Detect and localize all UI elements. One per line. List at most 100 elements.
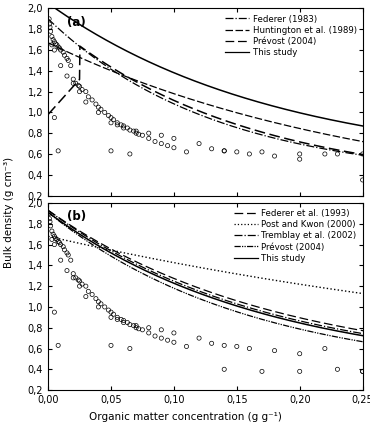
- Text: (a): (a): [67, 16, 86, 29]
- Point: [127, 345, 133, 352]
- Post and Kwon (2000): [232, 271, 237, 276]
- Point: [111, 311, 117, 318]
- Point: [360, 368, 366, 375]
- Prévost (2004): [78, 44, 82, 49]
- Point: [114, 120, 120, 126]
- Prévost (2004): [290, 137, 294, 142]
- Point: [108, 120, 114, 126]
- Prévost (2004): [250, 314, 255, 319]
- Point: [272, 153, 278, 159]
- Point: [121, 125, 127, 131]
- This study: [232, 92, 237, 98]
- Line: Federer (1983): Federer (1983): [48, 19, 369, 156]
- Federer (1983): [240, 127, 245, 132]
- Prévost (2004): [65, 90, 70, 95]
- Point: [127, 151, 133, 157]
- Point: [322, 151, 328, 157]
- Point: [102, 109, 108, 116]
- Huntington et al. (1989): [322, 131, 327, 137]
- Point: [152, 333, 158, 340]
- Point: [64, 267, 70, 274]
- Point: [131, 322, 137, 329]
- Point: [196, 140, 202, 147]
- Point: [246, 345, 252, 352]
- Point: [105, 112, 111, 119]
- Point: [133, 128, 139, 134]
- Federer (1983): [250, 130, 255, 135]
- Point: [108, 148, 114, 154]
- Point: [114, 314, 120, 321]
- This study: [65, 224, 70, 229]
- Prévost (2004): [65, 225, 70, 230]
- Point: [118, 316, 124, 323]
- Federer et al. (1993): [46, 208, 50, 213]
- Federer (1983): [46, 17, 50, 22]
- Federer (1983): [289, 139, 294, 145]
- Point: [158, 326, 164, 333]
- Point: [146, 324, 152, 331]
- Point: [68, 62, 74, 69]
- Point: [108, 342, 114, 349]
- Post and Kwon (2000): [65, 238, 70, 243]
- Point: [51, 309, 57, 315]
- Point: [133, 130, 139, 137]
- Point: [297, 151, 303, 157]
- Federer (1983): [367, 153, 370, 159]
- Line: Huntington et al. (1989): Huntington et al. (1989): [48, 43, 369, 143]
- Point: [51, 241, 57, 248]
- Point: [133, 322, 139, 329]
- Prévost (2004): [251, 127, 255, 132]
- Legend: Federer (1983), Huntington et al. (1989), Prévost (2004), This study: Federer (1983), Huntington et al. (1989)…: [223, 13, 358, 59]
- Point: [58, 47, 64, 53]
- This study: [240, 305, 245, 310]
- Point: [83, 99, 89, 106]
- Point: [184, 343, 189, 350]
- Point: [158, 335, 164, 341]
- Point: [77, 283, 83, 290]
- Point: [272, 347, 278, 354]
- Huntington et al. (1989): [46, 40, 50, 45]
- Point: [196, 335, 202, 341]
- Tremblay et al. (2002): [250, 306, 255, 311]
- Point: [136, 131, 142, 138]
- Point: [322, 345, 328, 352]
- Point: [55, 238, 61, 245]
- Point: [73, 80, 79, 86]
- Tremblay et al. (2002): [240, 303, 245, 308]
- Point: [54, 42, 60, 48]
- Federer et al. (1993): [65, 221, 70, 226]
- Point: [73, 274, 79, 281]
- Point: [60, 49, 66, 56]
- Point: [121, 317, 127, 324]
- This study: [46, 210, 50, 215]
- Line: Federer et al. (1993): Federer et al. (1993): [48, 210, 369, 332]
- This study: [289, 318, 294, 324]
- Point: [98, 301, 104, 307]
- Point: [89, 291, 95, 298]
- Point: [124, 319, 130, 326]
- Point: [49, 42, 55, 48]
- Point: [259, 148, 265, 155]
- Point: [136, 325, 142, 332]
- Point: [65, 57, 71, 64]
- Prévost (2004): [322, 332, 327, 337]
- Point: [64, 55, 70, 62]
- Point: [158, 132, 164, 139]
- Point: [70, 274, 76, 281]
- Point: [234, 343, 240, 350]
- Tremblay et al. (2002): [289, 316, 294, 321]
- Line: This study: This study: [48, 3, 369, 127]
- Huntington et al. (1989): [232, 109, 237, 114]
- Federer et al. (1993): [289, 313, 294, 318]
- Point: [95, 104, 101, 111]
- Point: [133, 324, 139, 331]
- This study: [240, 95, 245, 100]
- Point: [49, 33, 55, 40]
- Point: [53, 235, 58, 242]
- Point: [114, 316, 120, 323]
- Point: [259, 368, 265, 375]
- This study: [289, 108, 294, 113]
- Point: [64, 249, 70, 256]
- Huntington et al. (1989): [367, 140, 370, 145]
- Point: [48, 223, 54, 229]
